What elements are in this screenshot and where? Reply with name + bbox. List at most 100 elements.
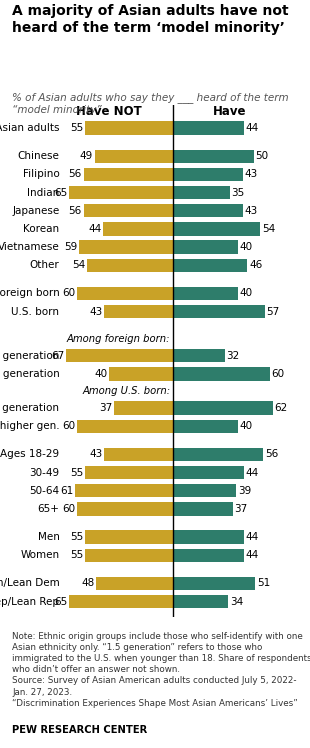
Bar — [174, 548, 244, 562]
Text: Among U.S. born:: Among U.S. born: — [82, 386, 170, 396]
Text: 40: 40 — [95, 369, 108, 379]
Text: 39: 39 — [238, 485, 251, 496]
Text: 2nd generation: 2nd generation — [0, 403, 60, 413]
Bar — [174, 121, 244, 135]
Text: 60: 60 — [62, 504, 76, 514]
Bar — [174, 349, 225, 362]
Bar — [174, 577, 255, 590]
Bar — [77, 502, 174, 515]
Text: 43: 43 — [244, 206, 257, 215]
Text: 61: 61 — [61, 485, 74, 496]
Bar — [114, 402, 174, 414]
Text: 60: 60 — [62, 421, 76, 431]
Text: 3rd or higher gen.: 3rd or higher gen. — [0, 421, 60, 431]
Text: Dem/Lean Dem: Dem/Lean Dem — [0, 578, 60, 589]
Text: 30-49: 30-49 — [29, 468, 60, 477]
Text: Korean: Korean — [23, 224, 60, 234]
Bar — [85, 121, 174, 135]
Text: 65+: 65+ — [38, 504, 60, 514]
Text: 1st generation: 1st generation — [0, 351, 60, 361]
Bar — [87, 259, 174, 272]
Text: 37: 37 — [99, 403, 113, 413]
Text: 43: 43 — [90, 307, 103, 316]
Text: Filipino: Filipino — [23, 169, 60, 180]
Bar — [174, 484, 236, 497]
Bar — [174, 150, 254, 163]
Bar — [79, 240, 174, 254]
Bar — [69, 595, 174, 608]
Text: 55: 55 — [70, 532, 83, 542]
Text: U.S. born: U.S. born — [11, 307, 60, 316]
Text: 40: 40 — [239, 242, 252, 252]
Text: 51: 51 — [257, 578, 270, 589]
Text: 54: 54 — [262, 224, 275, 234]
Bar — [95, 150, 174, 163]
Bar — [174, 240, 238, 254]
Text: 54: 54 — [72, 260, 85, 270]
Text: 43: 43 — [244, 169, 257, 180]
Text: 32: 32 — [227, 351, 240, 361]
Bar — [85, 466, 174, 479]
Text: 44: 44 — [246, 532, 259, 542]
Bar — [174, 305, 265, 318]
Text: 65: 65 — [54, 597, 68, 607]
Text: 46: 46 — [249, 260, 262, 270]
Bar — [103, 222, 174, 236]
Text: 44: 44 — [246, 123, 259, 133]
Bar — [104, 305, 174, 318]
Bar — [174, 186, 230, 199]
Bar — [174, 259, 247, 272]
Bar — [85, 530, 174, 544]
Text: Women: Women — [20, 551, 60, 560]
Text: 67: 67 — [51, 351, 64, 361]
Bar — [174, 595, 228, 608]
Text: 56: 56 — [69, 206, 82, 215]
Text: Japanese: Japanese — [12, 206, 60, 215]
Text: 62: 62 — [275, 403, 288, 413]
Bar — [174, 448, 264, 461]
Text: 44: 44 — [246, 468, 259, 477]
Bar — [104, 448, 174, 461]
Text: 43: 43 — [90, 450, 103, 459]
Text: 34: 34 — [230, 597, 243, 607]
Bar — [69, 186, 174, 199]
Text: Indian: Indian — [27, 188, 60, 197]
Text: 59: 59 — [64, 242, 77, 252]
Text: 50-64: 50-64 — [29, 485, 60, 496]
Text: Foreign born: Foreign born — [0, 289, 60, 298]
Text: Other: Other — [30, 260, 60, 270]
Text: 56: 56 — [265, 450, 278, 459]
Bar — [174, 367, 270, 381]
Bar — [83, 168, 174, 181]
Text: 37: 37 — [234, 504, 248, 514]
Bar — [174, 402, 273, 414]
Bar — [174, 502, 233, 515]
Text: Note: Ethnic origin groups include those who self-identify with one
Asian ethnic: Note: Ethnic origin groups include those… — [12, 632, 310, 708]
Text: 49: 49 — [80, 151, 93, 161]
Text: 55: 55 — [70, 551, 83, 560]
Text: 50: 50 — [255, 151, 268, 161]
Bar — [174, 466, 244, 479]
Bar — [77, 286, 174, 300]
Text: A majority of Asian adults have not
heard of the term ‘model minority’: A majority of Asian adults have not hear… — [12, 4, 289, 35]
Text: 60: 60 — [272, 369, 285, 379]
Bar — [174, 204, 242, 218]
Text: 35: 35 — [231, 188, 245, 197]
Bar — [66, 349, 174, 362]
Text: 65: 65 — [54, 188, 68, 197]
Text: Have NOT: Have NOT — [76, 105, 142, 118]
Text: PEW RESEARCH CENTER: PEW RESEARCH CENTER — [12, 725, 148, 735]
Bar — [76, 484, 174, 497]
Text: Among foreign born:: Among foreign born: — [67, 334, 170, 343]
Bar — [174, 420, 238, 433]
Bar — [109, 367, 174, 381]
Bar — [96, 577, 174, 590]
Bar — [174, 530, 244, 544]
Text: 57: 57 — [267, 307, 280, 316]
Text: Chinese: Chinese — [18, 151, 60, 161]
Text: All Asian adults: All Asian adults — [0, 123, 60, 133]
Text: 44: 44 — [88, 224, 101, 234]
Text: 40: 40 — [239, 289, 252, 298]
Bar — [85, 548, 174, 562]
Bar — [83, 204, 174, 218]
